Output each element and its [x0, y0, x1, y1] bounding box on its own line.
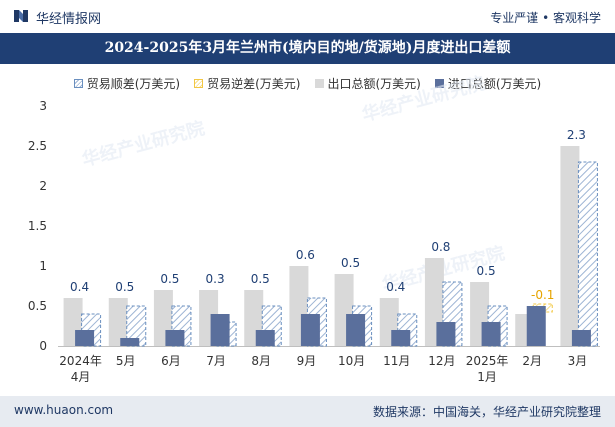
- x-tick-label: 12月: [428, 354, 455, 368]
- chart-title: 2024-2025年3月年兰州市(境内目的地/货源地)月度进出口差额: [104, 40, 511, 56]
- x-tick-label: 10月: [338, 354, 365, 368]
- title-bar: 2024-2025年3月年兰州市(境内目的地/货源地)月度进出口差额: [0, 33, 615, 64]
- legend-label-export: 出口总额(万美元): [327, 76, 421, 91]
- import-bar: [300, 314, 320, 346]
- x-tick-label: 6月: [161, 354, 181, 368]
- chart-plot: 0 0.5 1 1.5 2 2.5 3 0.4 2024年 4月 0.5 5月 0.5 6月 0.3 7月 0…: [28, 99, 600, 384]
- x-tick-label: 8月: [251, 354, 271, 368]
- header-bar: 华经情报网 专业严谨 • 客观科学: [0, 0, 615, 33]
- site-url: www.huaon.com: [14, 403, 114, 417]
- x-tick-label: 11月: [383, 354, 410, 368]
- legend-item-surplus: 贸易顺差(万美元): [73, 74, 181, 92]
- legend-swatch-export: [314, 78, 324, 88]
- y-tick-label: 1: [39, 259, 47, 273]
- legend-swatch-deficit: [194, 78, 204, 88]
- surplus-bar: [577, 161, 598, 347]
- brand-logo-icon: [14, 10, 28, 22]
- x-tick-label: 3月: [568, 354, 588, 368]
- import-bar: [255, 330, 275, 346]
- balance-data-label: -0.1: [531, 288, 554, 302]
- legend-label-surplus: 贸易顺差(万美元): [86, 76, 181, 91]
- legend-label-import: 进口总额(万美元): [447, 76, 542, 91]
- balance-data-label: 0.5: [477, 264, 496, 278]
- data-source: 数据来源：中国海关，华经产业研究院整理: [372, 405, 601, 419]
- import-bar: [120, 338, 140, 346]
- y-tick-label: 0: [39, 339, 47, 353]
- balance-data-label: 2.3: [567, 128, 586, 142]
- import-bar: [391, 330, 411, 346]
- import-bar: [571, 330, 591, 346]
- export-bar: [560, 146, 580, 346]
- y-tick-label: 2: [39, 179, 47, 193]
- balance-data-label: 0.8: [431, 240, 450, 254]
- chart-legend: 贸易顺差(万美元) 贸易逆差(万美元) 出口总额(万美元) 进口总额(万美元): [0, 74, 615, 92]
- y-tick-label: 0.5: [28, 299, 47, 313]
- balance-data-label: 0.3: [206, 272, 225, 286]
- y-tick-label: 2.5: [28, 139, 47, 153]
- y-tick-label: 1.5: [28, 219, 47, 233]
- import-bar: [210, 314, 230, 346]
- import-bar: [75, 330, 95, 346]
- balance-data-label: 0.5: [341, 256, 360, 270]
- balance-data-label: 0.4: [386, 280, 405, 294]
- import-bar: [481, 322, 501, 346]
- slogan: 专业严谨 • 客观科学: [490, 11, 601, 25]
- balance-data-label: 0.5: [115, 280, 134, 294]
- export-bar: [108, 298, 128, 346]
- legend-swatch-surplus: [73, 78, 83, 88]
- legend-item-export: 出口总额(万美元): [314, 74, 421, 92]
- import-bar: [526, 306, 546, 346]
- import-bar: [165, 330, 185, 346]
- legend-item-deficit: 贸易逆差(万美元): [194, 74, 301, 92]
- import-bar: [436, 322, 456, 346]
- import-bar: [346, 314, 366, 346]
- y-tick-label: 3: [39, 99, 47, 113]
- balance-data-label: 0.4: [70, 280, 89, 294]
- legend-item-import: 进口总额(万美元): [434, 74, 542, 92]
- x-tick-label: 2月: [522, 354, 542, 368]
- surplus-bar: [126, 305, 147, 347]
- legend-swatch-import: [434, 78, 444, 88]
- balance-data-label: 0.5: [160, 272, 179, 286]
- x-tick-label: 2024年 4月: [59, 354, 102, 384]
- footer-bar: www.huaon.com 数据来源：中国海关，华经产业研究院整理: [0, 396, 615, 427]
- brand-name: 华经情报网: [36, 12, 102, 27]
- x-tick-label: 7月: [206, 354, 226, 368]
- x-tick-label: 5月: [116, 354, 136, 368]
- x-tick-label: 9月: [297, 354, 317, 368]
- legend-label-deficit: 贸易逆差(万美元): [207, 76, 301, 91]
- x-tick-label: 2025年 1月: [466, 354, 509, 384]
- balance-data-label: 0.5: [251, 272, 270, 286]
- balance-data-label: 0.6: [296, 248, 315, 262]
